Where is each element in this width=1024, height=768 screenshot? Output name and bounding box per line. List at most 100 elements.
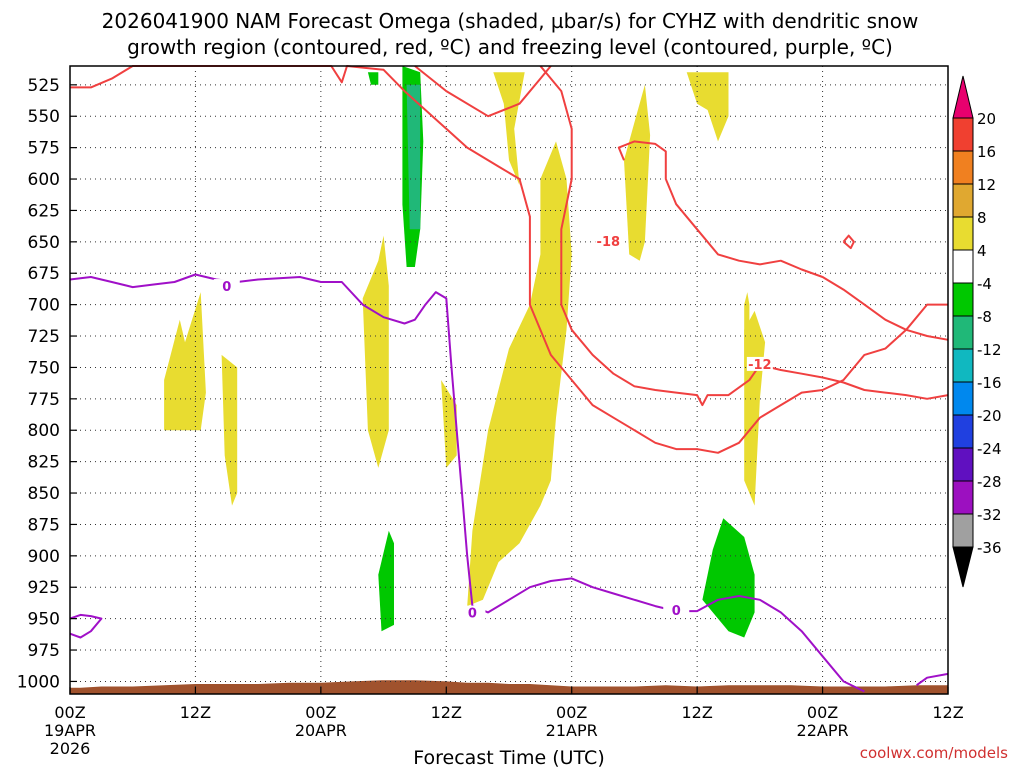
colorbar-level-11: -28 [977, 473, 1002, 491]
omega-region-10 [367, 72, 379, 85]
omega-region-3 [441, 380, 457, 468]
colorbar-box-7 [952, 315, 974, 350]
freezing-contour-line-4 [916, 672, 949, 687]
omega-region-14 [406, 84, 421, 230]
colorbar-box-3 [952, 183, 974, 218]
y-tick-label-1000: 1000 [17, 672, 60, 692]
credit-text: coolwx.com/models [860, 744, 1008, 762]
y-tick-label-525: 525 [28, 76, 60, 96]
x-tick-label-48-l1: 00Z [556, 703, 587, 722]
omega-region-6 [624, 84, 651, 261]
dgz-contour-label-3: -12 [748, 358, 772, 373]
omega-region-4 [493, 72, 525, 186]
dgz-contour-label-0: -18 [597, 235, 621, 250]
colorbar-box-8 [952, 348, 974, 383]
colorbar-level-13: -36 [977, 539, 1002, 557]
dgz-contour-line-2 [539, 65, 949, 407]
x-tick-label-0-l1: 00Z [54, 703, 85, 722]
y-tick-label-825: 825 [28, 453, 60, 473]
y-tick-label-800: 800 [28, 421, 60, 441]
dgz-contour-label-bg-3 [746, 356, 773, 371]
colorbar-box-5 [952, 249, 974, 284]
x-tick-label-48-l2: 21APR [546, 721, 598, 740]
y-tick-label-850: 850 [28, 484, 60, 504]
y-tick-label-650: 650 [28, 233, 60, 253]
freezing-contour-label-2: 0 [672, 604, 681, 619]
freezing-contour-label-1: 0 [468, 607, 477, 622]
y-tick-label-750: 750 [28, 358, 60, 378]
colorbar-level-7: -12 [977, 341, 1002, 359]
dgz-contour-label-bg-0 [595, 233, 622, 248]
x-tick-label-60-l1: 12Z [681, 703, 712, 722]
colorbar-level-10: -24 [977, 440, 1002, 458]
colorbar-box-6 [952, 282, 974, 317]
x-tick-label-0-l2: 19APR [44, 721, 96, 740]
colorbar-level-12: -32 [977, 506, 1002, 524]
y-tick-label-950: 950 [28, 610, 60, 630]
y-tick-label-600: 600 [28, 170, 60, 190]
colorbar-level-3: 8 [977, 209, 987, 227]
dgz-contour-line-5 [842, 234, 855, 250]
colorbar-box-4 [952, 216, 974, 251]
y-tick-label-975: 975 [28, 641, 60, 661]
x-tick-label-36-l1: 12Z [431, 703, 462, 722]
y-tick-label-725: 725 [28, 327, 60, 347]
freezing-contour-label-bg-1 [459, 605, 486, 620]
plot-frame [69, 65, 949, 695]
omega-region-5 [467, 141, 572, 607]
colorbar-level-9: -20 [977, 407, 1002, 425]
y-tick-label-625: 625 [28, 201, 60, 221]
colorbar-level-1: 16 [977, 143, 996, 161]
dgz-contours: -18 -12 [70, 65, 949, 454]
x-axis-label: Forecast Time (UTC) [413, 747, 604, 768]
y-tick-label-575: 575 [28, 139, 60, 159]
omega-region-1 [221, 354, 238, 506]
omega-region-9 [744, 292, 750, 368]
colorbar-level-4: 4 [977, 242, 987, 260]
colorbar-level-8: -16 [977, 374, 1002, 392]
x-tick-label-72-l1: 00Z [807, 703, 838, 722]
x-tick-label-84-l1: 12Z [932, 703, 963, 722]
chart-title-line1: 2026041900 NAM Forecast Omega (shaded, µ… [102, 9, 919, 33]
colorbar: 20 16 12 8 4 -4 -8 -12 -16 -20 -24 -28 -32 -36 [952, 75, 1002, 588]
x-tick-label-24-l2: 20APR [295, 721, 347, 740]
colorbar-level-2: 12 [977, 176, 996, 194]
y-tick-label-900: 900 [28, 547, 60, 567]
terrain [70, 680, 948, 694]
omega-region-2 [362, 235, 389, 468]
dgz-contour-line-1 [414, 65, 552, 118]
dgz-contour-line-4 [617, 140, 949, 341]
y-axis: 525 550 575 600 625 650 675 700 725 750 775 800 825 8… [17, 76, 77, 692]
omega-region-13 [702, 518, 755, 638]
chart-title-line2: growth region (contoured, red, ºC) and f… [127, 35, 893, 59]
x-tick-label-24-l1: 00Z [305, 703, 336, 722]
colorbar-level-5: -4 [977, 275, 992, 293]
y-tick-label-550: 550 [28, 107, 60, 127]
colorbar-box-13 [952, 513, 974, 548]
y-tick-label-675: 675 [28, 264, 60, 284]
x-tick-label-12-l1: 12Z [180, 703, 211, 722]
colorbar-box-2 [952, 150, 974, 185]
x-tick-label-72-l2: 22APR [797, 721, 849, 740]
freezing-contour-label-bg-2 [663, 603, 690, 618]
freezing-contour-label-0: 0 [222, 280, 231, 295]
colorbar-box-12 [952, 480, 974, 515]
y-tick-label-925: 925 [28, 578, 60, 598]
terrain-fill [70, 680, 948, 694]
dgz-contour-line-0 [70, 65, 948, 454]
colorbar-box-11 [952, 447, 974, 482]
colorbar-box-1 [952, 117, 974, 152]
colorbar-level-0: 20 [977, 110, 996, 128]
y-tick-label-875: 875 [28, 515, 60, 535]
colorbar-box-10 [952, 414, 974, 449]
omega-shading [164, 66, 766, 638]
freezing-level-contours: 0 0 0 [69, 273, 949, 693]
omega-region-7 [686, 72, 729, 142]
freezing-contour-line-3 [69, 613, 103, 639]
colorbar-level-6: -8 [977, 308, 992, 326]
colorbar-box-9 [952, 381, 974, 416]
colorbar-bottom-arrow [952, 546, 974, 588]
y-tick-label-775: 775 [28, 390, 60, 410]
